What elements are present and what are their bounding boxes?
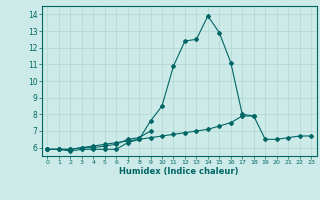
- X-axis label: Humidex (Indice chaleur): Humidex (Indice chaleur): [119, 167, 239, 176]
